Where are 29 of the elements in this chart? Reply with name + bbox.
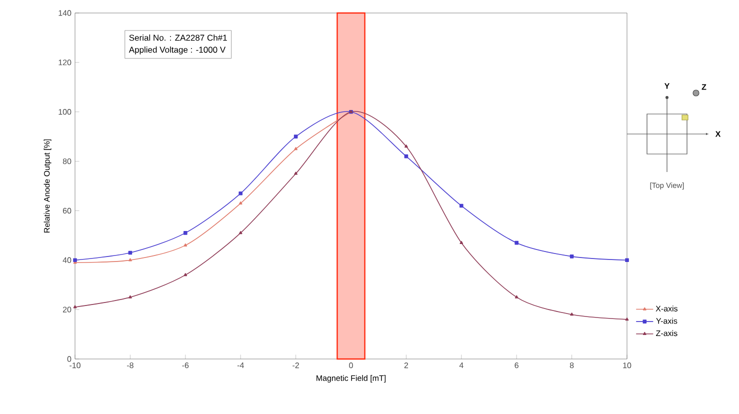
y-tick-label: 0 <box>67 356 72 362</box>
x-tick-label: 4 <box>459 362 464 368</box>
x-tick-label: 2 <box>404 362 408 368</box>
x-tick-label: 0 <box>349 362 353 368</box>
legend-label: X-axis <box>656 306 678 312</box>
text: Y <box>664 83 670 89</box>
y-tick-label: 120 <box>58 60 72 66</box>
y-tick-label: 60 <box>62 208 72 214</box>
x-tick-label: -10 <box>70 362 80 368</box>
y-tick-label: 80 <box>62 158 72 164</box>
x-axis-title: Magnetic Field [mT] <box>316 375 386 383</box>
annotation: Serial No. : ZA2287 Ch#1 <box>129 34 227 41</box>
x-tick-label: -6 <box>182 362 189 368</box>
legend-label: Y-axis <box>656 318 678 324</box>
legend-label: Z-axis <box>656 330 678 336</box>
x-tick-label: -2 <box>292 362 299 368</box>
y-tick-label: 40 <box>62 257 72 263</box>
x-tick-label: 10 <box>623 362 632 368</box>
text: Z <box>702 84 706 90</box>
y-tick-label: 140 <box>58 10 72 16</box>
y-axis-title: Relative Anode Output [%] <box>44 139 52 232</box>
text: X <box>715 131 721 137</box>
x-tick-label: -8 <box>127 362 134 368</box>
annotation: Applied Voltage : -1000 V <box>128 46 226 54</box>
x-tick-label: -4 <box>237 362 244 368</box>
x-tick-label: 6 <box>514 362 518 368</box>
x-tick-label: 8 <box>570 362 574 368</box>
y-tick-label: 100 <box>58 109 72 115</box>
y-tick-label: 20 <box>62 306 72 312</box>
